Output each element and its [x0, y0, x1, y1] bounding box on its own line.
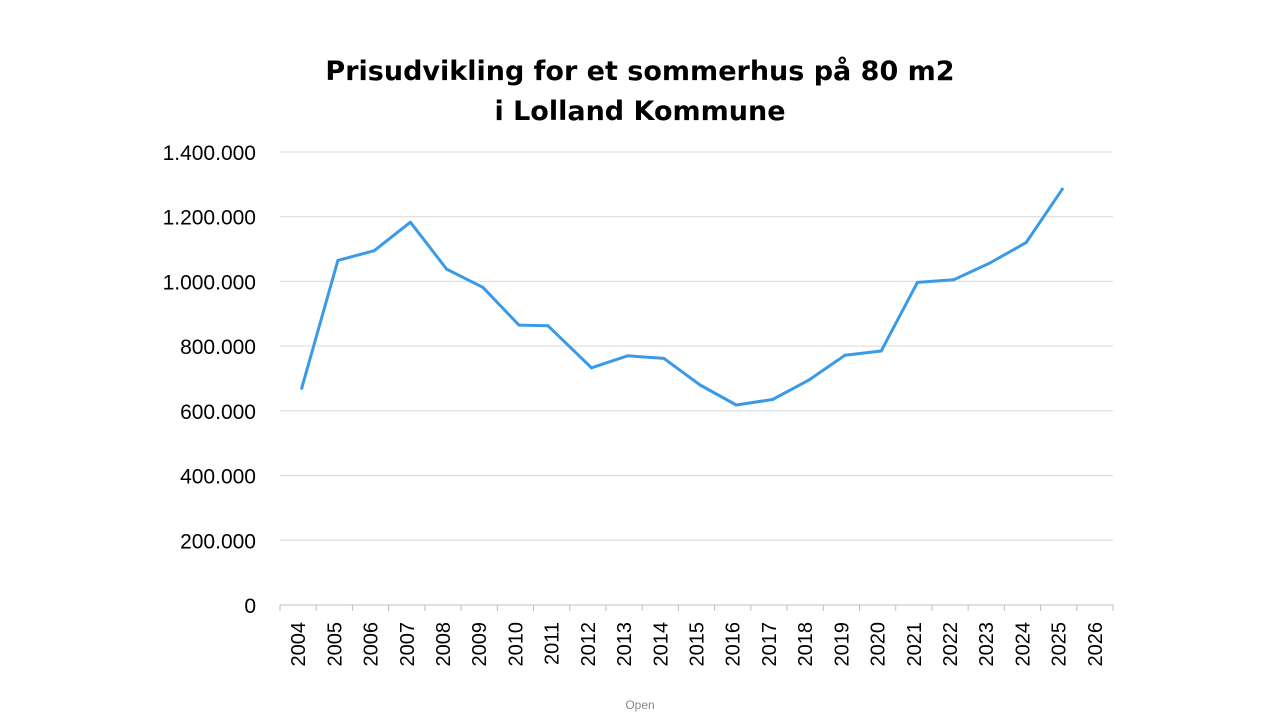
data-point	[915, 280, 919, 284]
data-point	[589, 366, 593, 370]
x-tick-label: 2022	[940, 622, 962, 667]
x-tick-label: 2021	[904, 622, 926, 667]
y-tick-label: 1.000.000	[163, 271, 256, 294]
gridlines	[280, 151, 1113, 541]
data-point	[372, 249, 376, 253]
series-line	[300, 187, 1064, 407]
x-tick-label: 2006	[361, 622, 383, 667]
x-tick-label: 2011	[542, 622, 564, 665]
y-tick-label: 600.000	[180, 401, 256, 424]
x-tick-label: 2019	[831, 622, 853, 667]
data-point	[481, 285, 485, 289]
data-point	[546, 324, 550, 328]
data-point	[879, 349, 883, 353]
data-point	[662, 356, 666, 360]
x-tick-label: 2017	[759, 622, 781, 667]
data-point	[517, 323, 521, 327]
data-point	[988, 261, 992, 265]
y-tick-label: 800.000	[180, 336, 256, 359]
x-tick-label: 2013	[614, 622, 636, 667]
x-tick-label: 2020	[868, 622, 890, 667]
x-axis: 2004 2005 2006 2007 2008 2009 2010 2011 2012 2013…	[279, 604, 1114, 667]
data-point	[1024, 241, 1028, 245]
x-tick-label: 2018	[795, 622, 817, 667]
x-tick-label: 2010	[505, 622, 527, 667]
y-tick-label: 400.000	[180, 466, 256, 489]
y-tick-label: 1.200.000	[163, 207, 256, 230]
x-tick-label: 2008	[433, 622, 455, 667]
data-point	[408, 220, 412, 224]
x-tick-label: 2007	[397, 622, 419, 667]
data-point	[336, 258, 340, 262]
x-tick-label: 2014	[650, 622, 672, 667]
data-point	[626, 354, 630, 358]
x-tick-label: 2009	[469, 622, 491, 667]
data-point	[300, 386, 304, 390]
data-point	[445, 267, 449, 271]
x-tick-label: 2023	[976, 622, 998, 667]
chart-title: Prisudvikling for et sommerhus på 80 m2 …	[0, 52, 1280, 132]
data-point	[771, 398, 775, 402]
y-axis: 0 200.000 400.000 600.000 800.000 1.000.000 1.…	[163, 142, 256, 618]
x-tick-label: 2025	[1049, 622, 1071, 667]
x-tick-label: 2005	[324, 622, 346, 667]
data-point	[952, 278, 956, 282]
data-point	[1060, 187, 1064, 191]
chart-title-line-2: i Lolland Kommune	[494, 96, 786, 127]
data-point	[843, 353, 847, 357]
x-tick-label: 2026	[1085, 622, 1107, 667]
y-tick-label: 200.000	[180, 530, 256, 553]
classification-label: Open	[625, 698, 655, 712]
x-tick-label: 2024	[1012, 622, 1034, 667]
x-tick-label: 2016	[723, 622, 745, 667]
y-tick-label: 1.400.000	[163, 142, 256, 165]
data-point	[698, 383, 702, 387]
chart-title-line-1: Prisudvikling for et sommerhus på 80 m2	[325, 56, 955, 87]
data-point	[807, 378, 811, 382]
x-tick-label: 2004	[288, 622, 310, 667]
x-tick-label: 2015	[687, 622, 709, 667]
data-point	[734, 403, 738, 407]
x-tick-label: 2012	[578, 622, 600, 667]
series-group	[300, 187, 1064, 407]
y-tick-label: 0	[244, 595, 256, 618]
